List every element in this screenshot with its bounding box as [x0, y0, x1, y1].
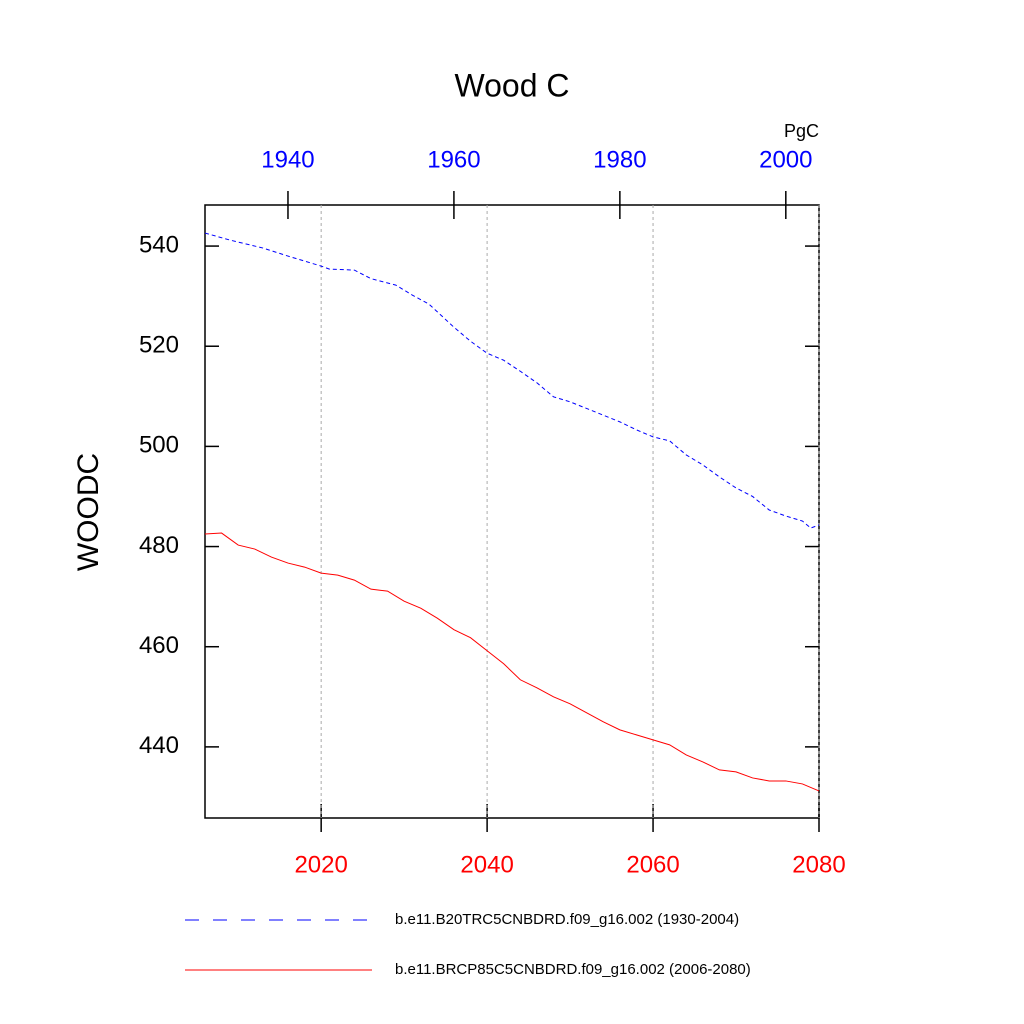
- x2-tick-label: 1940: [261, 146, 314, 173]
- y-tick-label: 480: [139, 532, 179, 559]
- y-tick-label: 460: [139, 632, 179, 659]
- x-tick-label: 2060: [626, 851, 679, 878]
- y-tick-label: 520: [139, 332, 179, 359]
- series-line: [204, 532, 820, 792]
- y-axis-label: WOODC: [72, 453, 105, 571]
- legend-label: b.e11.B20TRC5CNBDRD.f09_g16.002 (1930-20…: [395, 911, 739, 928]
- x-tick-label: 2080: [792, 851, 845, 878]
- y-tick-label: 500: [139, 432, 179, 459]
- x-tick-label: 2020: [294, 851, 347, 878]
- series-line: [204, 232, 820, 529]
- chart-title: Wood C: [454, 67, 569, 103]
- y-tick-label: 540: [139, 231, 179, 258]
- x2-tick-label: 1980: [593, 146, 646, 173]
- plot-frame: [204, 204, 820, 819]
- y-tick-label: 440: [139, 732, 179, 759]
- x-tick-label: 2040: [460, 851, 513, 878]
- legend-label: b.e11.BRCP85C5CNBDRD.f09_g16.002 (2006-2…: [395, 961, 751, 978]
- x2-tick-label: 2000: [759, 146, 812, 173]
- units-label: PgC: [784, 121, 819, 141]
- x2-tick-label: 1960: [427, 146, 480, 173]
